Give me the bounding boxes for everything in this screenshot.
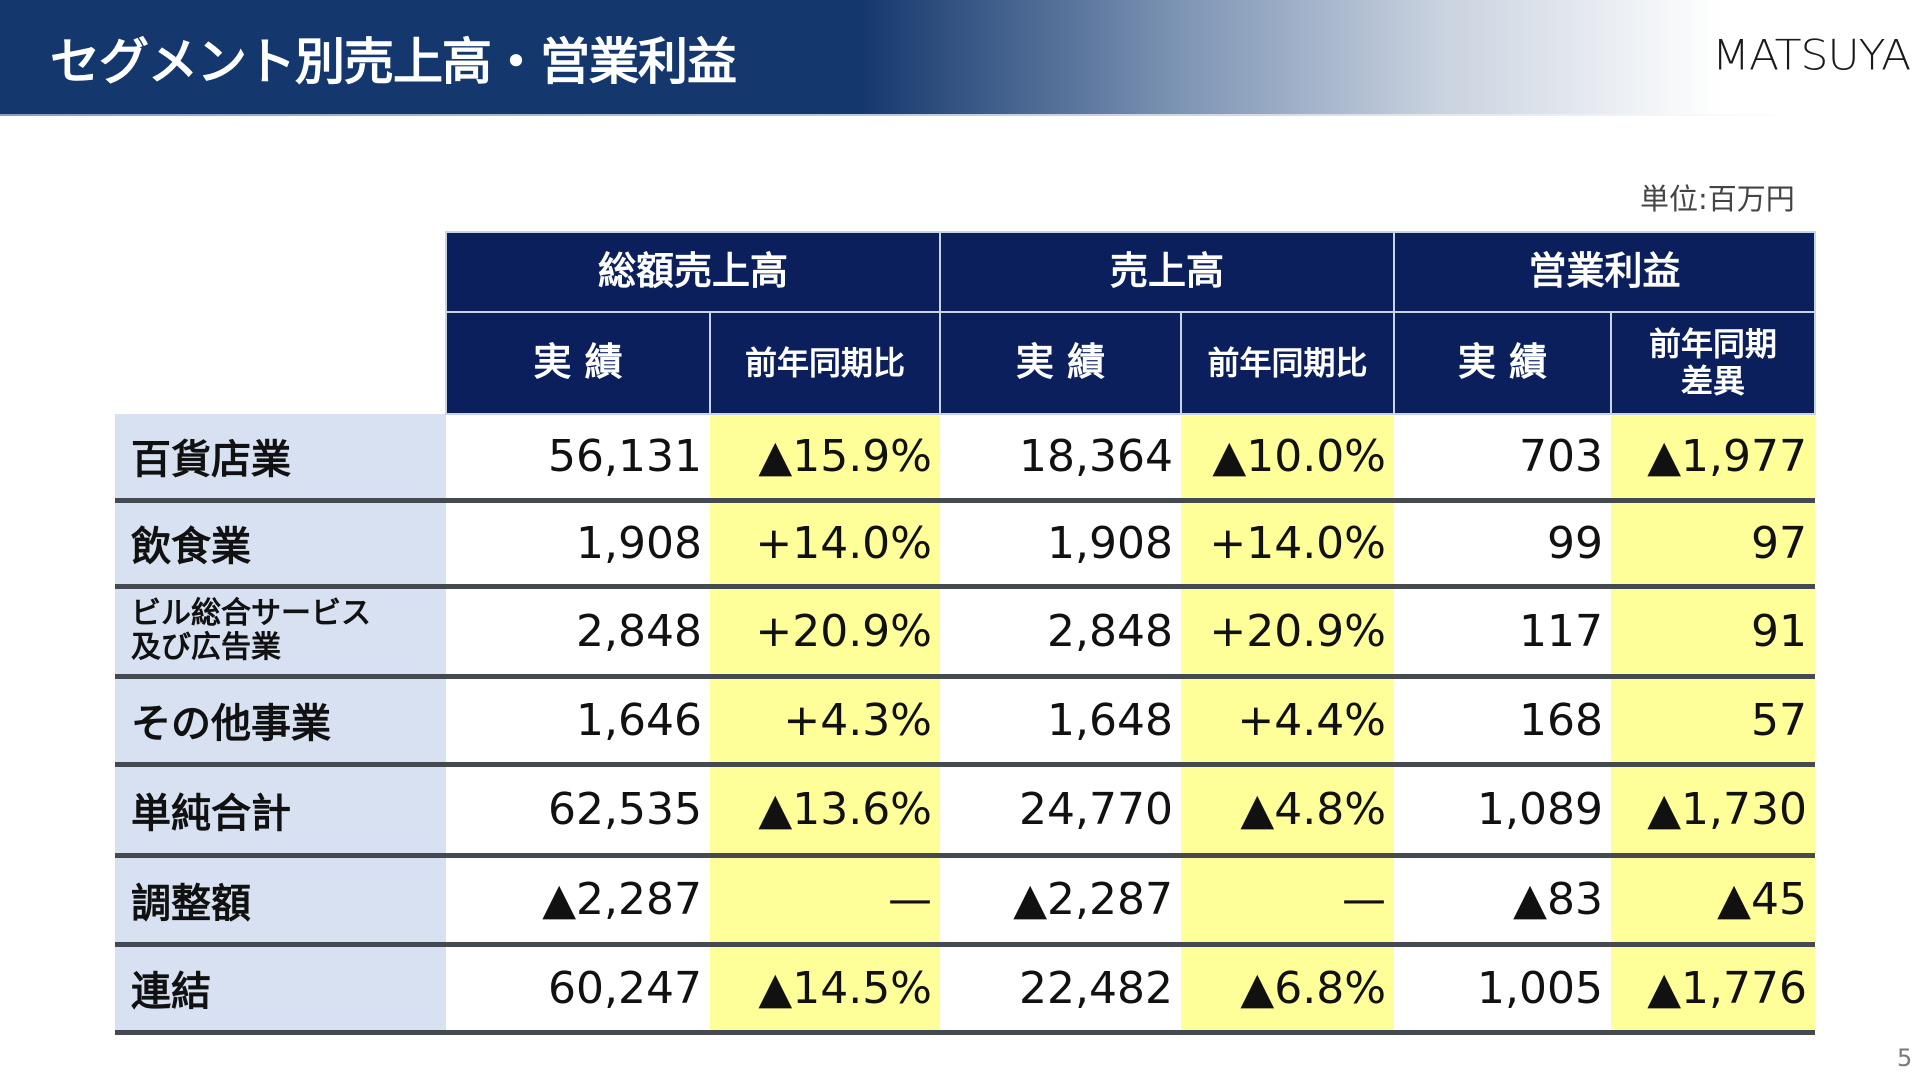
sub-header-actual: 実 績 bbox=[939, 311, 1182, 415]
op-diff-cell: ▲1,776 bbox=[1611, 944, 1815, 1035]
gross-yoy-cell: ▲15.9% bbox=[710, 414, 940, 503]
op-profit-cell: 168 bbox=[1394, 676, 1611, 767]
gross-sales-cell: ▲2,287 bbox=[446, 855, 710, 947]
sales-yoy-cell: +20.9% bbox=[1181, 586, 1394, 679]
gross-sales-cell: 1,646 bbox=[446, 676, 710, 767]
sales-cell: 24,770 bbox=[940, 764, 1181, 858]
row-label: 調整額 bbox=[115, 855, 446, 947]
sub-header-yoy-diff: 前年同期 差異 bbox=[1610, 311, 1816, 415]
gross-sales-cell: 2,848 bbox=[446, 586, 710, 679]
op-diff-cell: 97 bbox=[1611, 500, 1815, 589]
row-label: その他事業 bbox=[115, 676, 446, 767]
table-row: 飲食業 1,908 +14.0% 1,908 +14.0% 99 97 bbox=[115, 500, 1815, 589]
sub-header-diff-line2: 差異 bbox=[1680, 362, 1745, 400]
op-profit-cell: 703 bbox=[1394, 414, 1611, 503]
unit-label: 単位:百万円 bbox=[1640, 182, 1795, 216]
sales-cell: 2,848 bbox=[940, 586, 1181, 679]
sales-cell: 1,908 bbox=[940, 500, 1181, 589]
op-profit-cell: 1,005 bbox=[1394, 944, 1611, 1035]
sales-cell: ▲2,287 bbox=[940, 855, 1181, 947]
sales-cell: 18,364 bbox=[940, 414, 1181, 503]
gross-sales-cell: 1,908 bbox=[446, 500, 710, 589]
row-label: 連結 bbox=[115, 944, 446, 1035]
row-label: 単純合計 bbox=[115, 764, 446, 858]
op-diff-cell: 91 bbox=[1611, 586, 1815, 679]
gross-yoy-cell: ▲13.6% bbox=[710, 764, 940, 858]
table-row: ビル総合サービス 及び広告業 2,848 +20.9% 2,848 +20.9%… bbox=[115, 586, 1815, 679]
sales-yoy-cell: +14.0% bbox=[1181, 500, 1394, 589]
page-number: 5 bbox=[1897, 1044, 1913, 1072]
op-profit-cell: 1,089 bbox=[1394, 764, 1611, 858]
sub-header-diff-line1: 前年同期 bbox=[1648, 325, 1777, 364]
sales-yoy-cell: +4.4% bbox=[1181, 676, 1394, 767]
group-header-gross-sales: 総額売上高 bbox=[445, 231, 941, 313]
row-label-line1: ビル総合サービス bbox=[131, 595, 371, 631]
gross-yoy-cell: +20.9% bbox=[710, 586, 940, 679]
gross-yoy-cell: +4.3% bbox=[710, 676, 940, 767]
gross-sales-cell: 56,131 bbox=[446, 414, 710, 503]
gross-yoy-cell: +14.0% bbox=[710, 500, 940, 589]
table-row: 単純合計 62,535 ▲13.6% 24,770 ▲4.8% 1,089 ▲1… bbox=[115, 764, 1815, 858]
op-profit-cell: 99 bbox=[1394, 500, 1611, 589]
group-header-sales: 売上高 bbox=[939, 231, 1395, 313]
sub-header-yoy: 前年同期比 bbox=[709, 311, 941, 415]
gross-sales-cell: 60,247 bbox=[446, 944, 710, 1035]
sub-header-actual: 実 績 bbox=[1393, 311, 1612, 415]
sub-header-yoy: 前年同期比 bbox=[1180, 311, 1395, 415]
sales-yoy-cell: ▲10.0% bbox=[1181, 414, 1394, 503]
row-label-line2: 及び広告業 bbox=[131, 630, 281, 665]
gross-sales-cell: 62,535 bbox=[446, 764, 710, 858]
group-header-operating-profit: 営業利益 bbox=[1393, 231, 1816, 313]
sales-cell: 1,648 bbox=[940, 676, 1181, 767]
row-label: 百貨店業 bbox=[115, 414, 446, 503]
table-row: 連結 60,247 ▲14.5% 22,482 ▲6.8% 1,005 ▲1,7… bbox=[115, 944, 1815, 1035]
gross-yoy-cell: — bbox=[710, 855, 940, 947]
page-title: セグメント別売上高・営業利益 bbox=[50, 33, 737, 91]
op-diff-cell: ▲45 bbox=[1611, 855, 1815, 947]
op-diff-cell: 57 bbox=[1611, 676, 1815, 767]
sales-cell: 22,482 bbox=[940, 944, 1181, 1035]
sales-yoy-cell: — bbox=[1181, 855, 1394, 947]
sub-header-actual: 実 績 bbox=[445, 311, 711, 415]
table-row: その他事業 1,646 +4.3% 1,648 +4.4% 168 57 bbox=[115, 676, 1815, 767]
title-bar: セグメント別売上高・営業利益 bbox=[0, 0, 1920, 116]
op-diff-cell: ▲1,977 bbox=[1611, 414, 1815, 503]
table-row: 百貨店業 56,131 ▲15.9% 18,364 ▲10.0% 703 ▲1,… bbox=[115, 414, 1815, 503]
matsuya-logo: MATSUYA bbox=[1712, 31, 1911, 80]
op-profit-cell: ▲83 bbox=[1394, 855, 1611, 947]
gross-yoy-cell: ▲14.5% bbox=[710, 944, 940, 1035]
table-row: 調整額 ▲2,287 — ▲2,287 — ▲83 ▲45 bbox=[115, 855, 1815, 947]
op-diff-cell: ▲1,730 bbox=[1611, 764, 1815, 858]
corner-blank bbox=[115, 232, 446, 414]
segment-table: 総額売上高 売上高 営業利益 実 績 前年同期比 実 績 前年同期比 実 績 前… bbox=[115, 231, 1816, 1035]
sales-yoy-cell: ▲4.8% bbox=[1181, 764, 1394, 858]
row-label: ビル総合サービス 及び広告業 bbox=[115, 586, 446, 679]
row-label: 飲食業 bbox=[115, 500, 446, 589]
sales-yoy-cell: ▲6.8% bbox=[1181, 944, 1394, 1035]
op-profit-cell: 117 bbox=[1394, 586, 1611, 679]
